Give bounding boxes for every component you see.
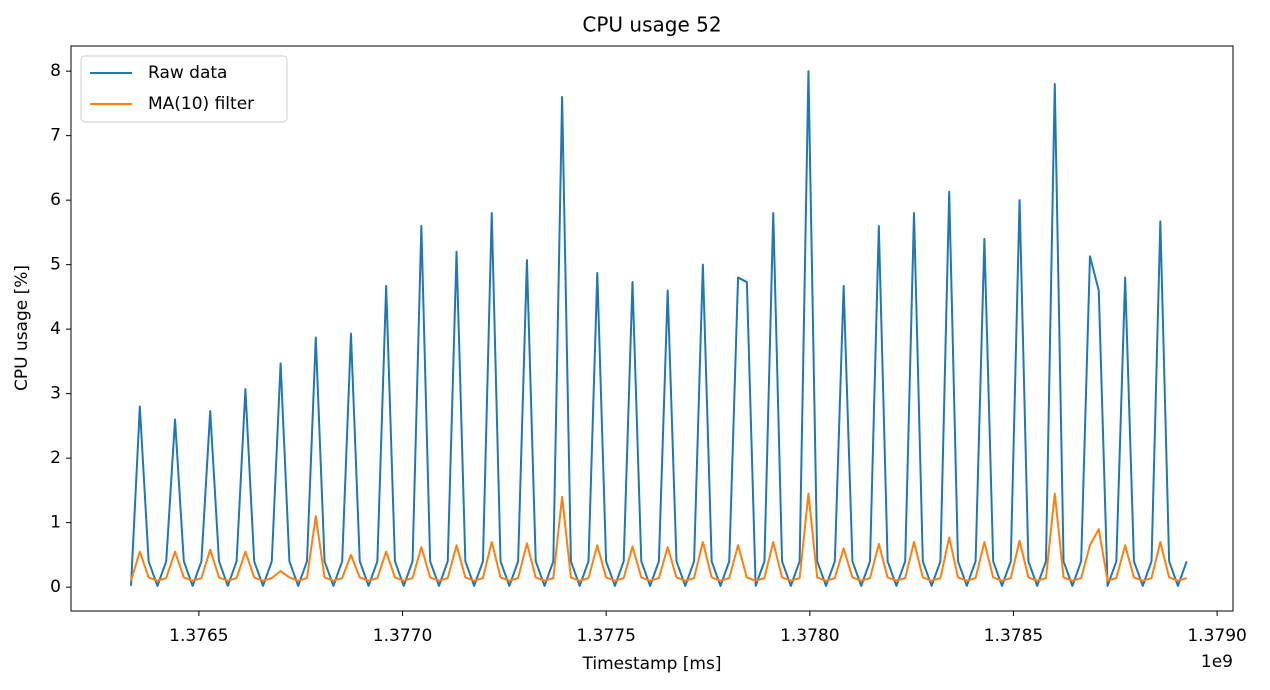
x-offset-label: 1e9 [1201, 652, 1233, 672]
plot-frame [70, 45, 1234, 612]
legend-box [80, 55, 288, 123]
legend-label: Raw data [148, 63, 227, 83]
x-axis-label: Timestamp [ms] [582, 654, 722, 674]
chart-title: CPU usage 52 [582, 13, 721, 37]
y-tick-label: 6 [50, 190, 61, 210]
y-tick-label: 7 [50, 126, 61, 146]
x-tick-label: 1.3765 [169, 626, 228, 646]
data-line [130, 492, 1188, 582]
y-tick-label: 8 [50, 61, 61, 81]
x-tick-label: 1.3780 [780, 626, 839, 646]
x-tick-label: 1.3790 [1187, 626, 1246, 646]
y-tick-label: 1 [50, 513, 61, 533]
y-tick-label: 2 [50, 448, 61, 468]
y-axis-label: CPU usage [%] [12, 265, 32, 391]
y-tick-label: 4 [50, 319, 61, 339]
y-tick-label: 5 [50, 255, 61, 275]
x-tick-label: 1.3785 [984, 626, 1043, 646]
x-tick-label: 1.3775 [576, 626, 635, 646]
y-tick-label: 3 [50, 384, 61, 404]
legend-label: MA(10) filter [148, 94, 254, 114]
data-line [130, 70, 1188, 587]
x-tick-label: 1.3770 [373, 626, 432, 646]
y-tick-label: 0 [50, 577, 61, 597]
